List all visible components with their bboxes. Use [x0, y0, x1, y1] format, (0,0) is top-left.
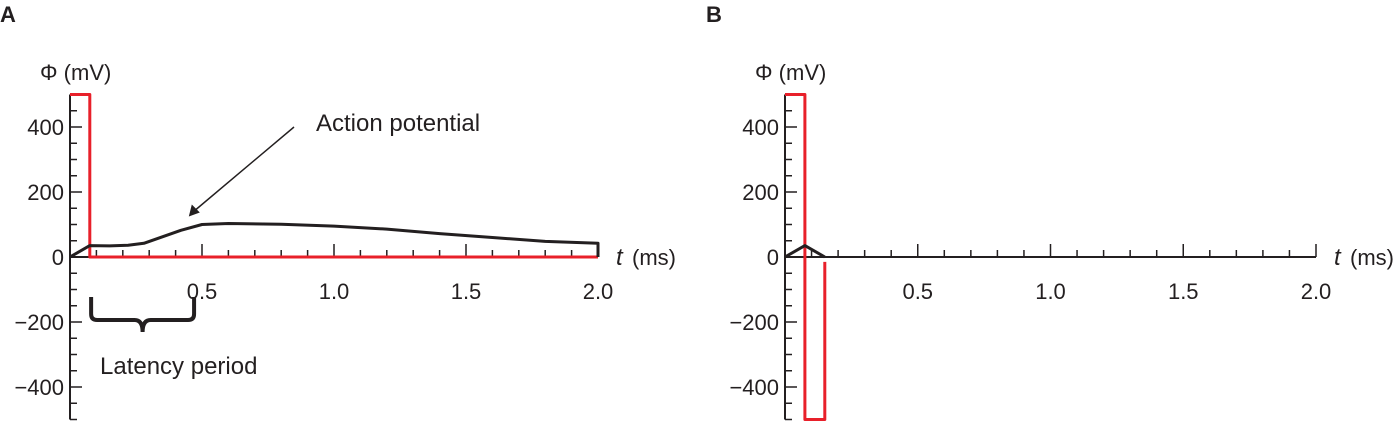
x-axis-label-var: t: [1334, 244, 1342, 271]
annotation-arrowhead: [188, 204, 200, 217]
x-tick-label: 1.0: [1035, 279, 1066, 304]
panel-b: B 400 200 0 −200 −400 Φ (mV) 0.5 1.0 1.5 2.0t (ms): [706, 2, 1394, 421]
x-tick-label: 0.5: [187, 279, 218, 304]
y-tick-label: 200: [27, 180, 64, 205]
series-stimulus: [785, 93, 827, 421]
panel-label: A: [0, 2, 16, 27]
annotation-text: Action potential: [316, 110, 480, 137]
y-tick-label: −400: [14, 375, 64, 400]
y-axis-label: Φ (mV): [755, 60, 826, 85]
y-tick-label: 0: [767, 245, 779, 270]
x-tick-label: 1.5: [1168, 279, 1199, 304]
y-tick-label: 400: [742, 115, 779, 140]
x-tick-label: 0.5: [902, 279, 933, 304]
x-axis-label-var: t: [616, 244, 624, 271]
series-membrane-potential: [784, 244, 826, 259]
y-tick-label: −200: [729, 310, 779, 335]
x-tick-label: 2.0: [583, 279, 614, 304]
x-tick-label: 1.5: [451, 279, 482, 304]
panel-label: B: [706, 2, 722, 27]
y-tick-label: −400: [729, 375, 779, 400]
x-tick-label: 2.0: [1301, 279, 1332, 304]
latency-brace: [89, 297, 197, 333]
y-axis-label: Φ (mV): [40, 60, 111, 85]
annotation-arrow-line: [194, 126, 295, 212]
y-tick-label: 0: [52, 245, 64, 270]
x-tick-label: 1.0: [319, 279, 350, 304]
panel-a: A 400 200 0 −200 −400 Φ (mV) 0.5 1.0 1.5 2.0t (ms) A…: [0, 2, 676, 421]
x-axis-label-unit: (ms): [1350, 245, 1394, 270]
y-tick-label: 200: [742, 180, 779, 205]
series-membrane-potential: [69, 222, 600, 259]
annotation-text: Latency period: [100, 353, 257, 380]
y-tick-label: −200: [14, 310, 64, 335]
series-stimulus: [70, 93, 598, 259]
y-tick-label: 400: [27, 115, 64, 140]
x-axis-label-unit: (ms): [632, 245, 676, 270]
